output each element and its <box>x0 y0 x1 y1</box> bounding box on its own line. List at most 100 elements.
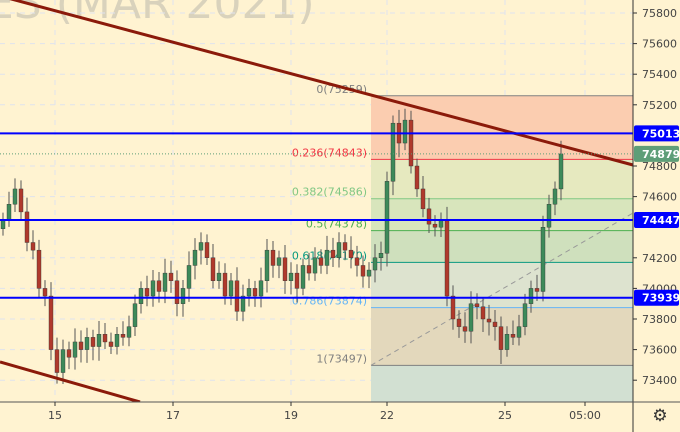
price-tick-label: 74200 <box>642 252 677 265</box>
candle-body <box>288 272 294 281</box>
level-price-badge <box>634 212 679 229</box>
time-tick-label: 19 <box>284 409 298 422</box>
candle-body <box>78 341 84 350</box>
candle-body <box>558 153 564 190</box>
candle-body <box>498 326 504 350</box>
fib-level-label: 0.236(74843) <box>292 146 367 159</box>
candle-body <box>420 188 426 210</box>
price-tick-label: 73800 <box>642 313 677 326</box>
candle-body <box>552 188 558 205</box>
candle-body <box>42 288 48 297</box>
candle-body <box>348 249 354 258</box>
fib-zone <box>371 159 633 199</box>
candle-body <box>60 349 66 373</box>
fib-level-label: 0.618(74170) <box>292 249 367 262</box>
candle-body <box>312 257 318 274</box>
candle-body <box>306 265 312 274</box>
candle-body <box>264 249 270 281</box>
candle-body <box>36 249 42 289</box>
candle-body <box>408 119 414 167</box>
candle-body <box>366 269 372 277</box>
level-price-badge-label: 73939 <box>642 292 680 305</box>
price-tick-label: 75600 <box>642 38 677 51</box>
last-price-badge-label: 74879 <box>642 148 680 161</box>
settings-gear-icon[interactable]: ⚙ <box>652 406 668 426</box>
candle-body <box>390 122 396 182</box>
lower-trendline <box>0 360 141 404</box>
level-price-badge <box>634 125 679 142</box>
candle-body <box>360 265 366 277</box>
price-tick-label: 73400 <box>642 374 677 387</box>
candle-body <box>90 337 96 347</box>
candle-body <box>354 257 360 266</box>
candle-body <box>336 242 342 259</box>
price-tick-label: 75200 <box>642 99 677 112</box>
candle-body <box>240 295 246 312</box>
candle-body <box>534 288 540 292</box>
candle-body <box>132 303 138 327</box>
level-price-badge-label: 74447 <box>642 214 680 227</box>
price-tick-label: 74600 <box>642 191 677 204</box>
candle-body <box>462 326 468 332</box>
candle-body <box>372 257 378 271</box>
candle-body <box>12 188 18 205</box>
price-tick-label: 74800 <box>642 160 677 173</box>
candle-body <box>540 226 546 292</box>
candle-body <box>450 295 456 320</box>
candle-body <box>120 334 126 338</box>
candle-body <box>72 341 78 358</box>
candle-body <box>150 280 156 297</box>
candle-body <box>276 257 282 266</box>
candle-body <box>474 303 480 307</box>
fib-level-label: 0.786(73874) <box>292 295 367 308</box>
time-tick-label: 25 <box>498 409 512 422</box>
candle-body <box>402 119 408 144</box>
candle-body <box>126 326 132 338</box>
candle-body <box>186 265 192 289</box>
candle-body <box>270 249 276 266</box>
candle-body <box>168 272 174 281</box>
candle-body <box>174 280 180 304</box>
candle-body <box>18 188 24 213</box>
candle-body <box>252 288 258 297</box>
upper-trendline <box>9 0 634 167</box>
symbol-watermark: ES (MAR 2021) <box>0 0 315 29</box>
candle-body <box>510 334 516 338</box>
candle-body <box>426 208 432 225</box>
time-tick-label: 05:00 <box>569 409 601 422</box>
candle-body <box>108 341 114 347</box>
candle-body <box>102 334 108 343</box>
candle-body <box>246 288 252 297</box>
candle-body <box>216 272 222 281</box>
candle-body <box>156 280 162 292</box>
level-price-badge-label: 75013 <box>642 127 680 140</box>
fib-zone <box>371 365 633 402</box>
candle-body <box>378 253 384 259</box>
candle-body <box>342 242 348 251</box>
candle-body <box>6 204 12 220</box>
candle-body <box>96 334 102 347</box>
candle-body <box>30 242 36 251</box>
candle-body <box>414 165 420 190</box>
fib-trend-dashed-line <box>370 212 634 366</box>
candle-body <box>516 326 522 338</box>
candle-body <box>84 337 90 350</box>
candle-body <box>324 249 330 266</box>
candle-body <box>114 334 120 347</box>
fib-level-label: 0(75259) <box>316 83 367 96</box>
candle-body <box>468 303 474 332</box>
candle-body <box>234 280 240 312</box>
candle-body <box>330 249 336 258</box>
candle-body <box>144 288 150 297</box>
time-tick-label: 15 <box>48 409 62 422</box>
candle-body <box>444 219 450 297</box>
candle-body <box>162 272 168 292</box>
fib-zone <box>371 230 633 263</box>
candle-body <box>384 181 390 254</box>
candle-body <box>198 242 204 251</box>
candle-body <box>180 288 186 304</box>
candle-body <box>492 321 498 327</box>
candle-body <box>282 257 288 281</box>
candle-body <box>192 249 198 266</box>
